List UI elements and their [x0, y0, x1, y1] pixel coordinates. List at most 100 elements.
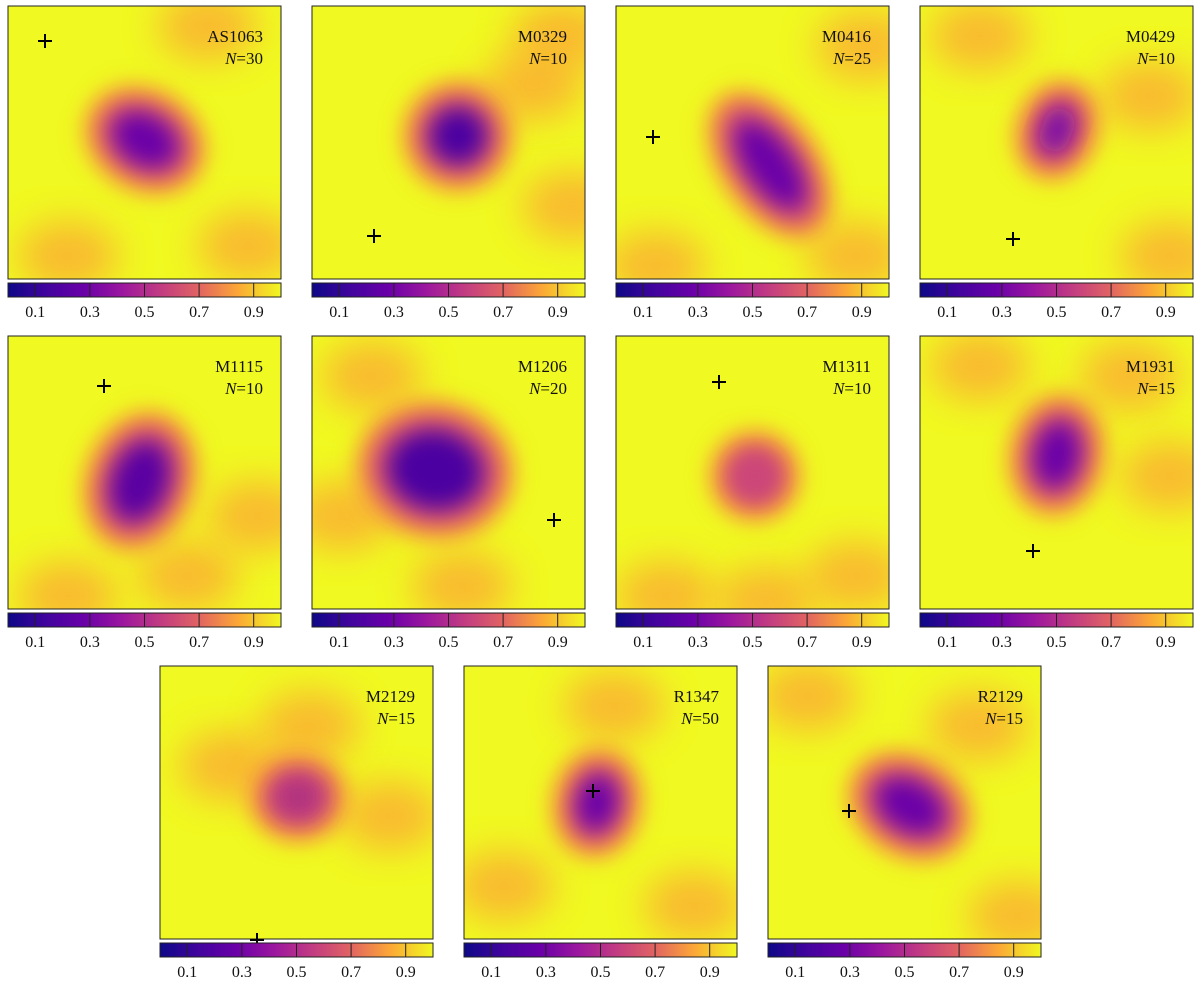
colorbar-tick-label: 0.9 — [1156, 634, 1176, 651]
colorbar-tick-label: 0.5 — [439, 304, 459, 321]
heatmap-patch — [340, 781, 433, 851]
colorbar-tick-label: 0.1 — [177, 964, 197, 981]
colorbar-tick-label: 0.9 — [700, 964, 720, 981]
panel-name: M0329 — [518, 27, 567, 46]
colorbar-tick-label: 0.3 — [536, 964, 556, 981]
colorbar-tick-label: 0.5 — [743, 634, 763, 651]
heatmap — [920, 6, 1193, 279]
colorbar-tick-label: 0.3 — [992, 634, 1012, 651]
colorbar-tick-label: 0.3 — [840, 964, 860, 981]
cross-marker — [97, 379, 111, 393]
heatmap-patch — [18, 561, 118, 609]
panel-n-label: N=50 — [680, 709, 719, 728]
heatmap-patch — [198, 211, 281, 279]
panel: M1115 N=10 0.1 0.3 0.5 0.7 0.9 — [7, 335, 282, 651]
cross-marker — [1006, 232, 1020, 246]
blob-core — [877, 778, 943, 834]
colorbar-tick-label: 0.1 — [329, 634, 349, 651]
colorbar-tick-label: 0.9 — [396, 964, 416, 981]
panel-n-label: N=30 — [224, 49, 263, 68]
colorbar-tick-label: 0.5 — [135, 634, 155, 651]
colorbar-tick-label: 0.1 — [785, 964, 805, 981]
panel-n-label: N=25 — [832, 49, 871, 68]
panel-n-label: N=10 — [224, 379, 263, 398]
colorbar-tick-label: 0.9 — [852, 634, 872, 651]
heatmap-patch — [716, 566, 816, 609]
heatmap-patch — [806, 541, 889, 609]
colorbar-tick-label: 0.9 — [1156, 304, 1176, 321]
colorbar-tick-label: 0.7 — [189, 634, 209, 651]
panel-name: M2129 — [366, 687, 415, 706]
panel-n-label: N=10 — [832, 379, 871, 398]
heatmap — [616, 336, 889, 609]
panel-name: R1347 — [674, 687, 720, 706]
cross-marker — [367, 229, 381, 243]
cross-marker — [586, 784, 600, 798]
panel-n-label: N=10 — [528, 49, 567, 68]
colorbar-tick-label: 0.7 — [797, 634, 817, 651]
heatmap-patch — [464, 851, 554, 921]
panel-name: AS1063 — [207, 27, 263, 46]
heatmap-patch — [930, 336, 1030, 401]
panel: R1347 N=50 0.1 0.3 0.5 0.7 0.9 — [463, 665, 738, 981]
heatmap-patch — [930, 6, 1030, 71]
heatmap-patch — [806, 221, 889, 279]
colorbar-tick-label: 0.1 — [329, 304, 349, 321]
panel-name: M0416 — [822, 27, 871, 46]
panel-n-label: N=20 — [528, 379, 567, 398]
colorbar-tick-label: 0.5 — [287, 964, 307, 981]
panel: AS1063 N=30 0.1 0.3 0.5 0.7 0.9 — [7, 5, 282, 321]
panel: M1206 N=20 0.1 0.3 0.5 0.7 0.9 — [311, 335, 586, 651]
heatmap-patch — [158, 6, 258, 61]
colorbar-tick-label: 0.9 — [1004, 964, 1024, 981]
panel-frame — [463, 665, 738, 940]
heatmap-patch — [644, 871, 737, 939]
panel-frame — [311, 335, 586, 610]
panel-name: R2129 — [978, 687, 1023, 706]
colorbar-tick-label: 0.7 — [493, 634, 513, 651]
colorbar-tick-label: 0.3 — [688, 304, 708, 321]
cross-marker — [712, 375, 726, 389]
panel-frame — [7, 5, 282, 280]
colorbar-tick-label: 0.7 — [1101, 304, 1121, 321]
heatmap-patch — [412, 551, 512, 609]
colorbar-tick-label: 0.3 — [384, 634, 404, 651]
colorbar-tick-label: 0.3 — [80, 304, 100, 321]
colorbar-tick-label: 0.5 — [591, 964, 611, 981]
panel-name: M1115 — [215, 357, 263, 376]
heatmap — [160, 666, 433, 939]
colorbar-tick-label: 0.5 — [1047, 304, 1067, 321]
panel-n-label: N=15 — [376, 709, 415, 728]
colorbar-tick-label: 0.7 — [797, 304, 817, 321]
colorbar-tick-label: 0.7 — [341, 964, 361, 981]
cross-marker — [646, 130, 660, 144]
colorbar-tick-label: 0.9 — [244, 304, 264, 321]
colorbar-tick-label: 0.5 — [439, 634, 459, 651]
heatmap-patch — [616, 231, 706, 279]
blob-core — [113, 113, 177, 167]
colorbar-tick-label: 0.5 — [895, 964, 915, 981]
heatmap-patch — [768, 666, 858, 731]
blob-core — [1039, 106, 1075, 154]
cross-marker — [1026, 544, 1040, 558]
panel-frame — [919, 335, 1194, 610]
panel: M0329 N=10 0.1 0.3 0.5 0.7 0.9 — [311, 5, 586, 321]
blob-core — [736, 122, 804, 208]
colorbar-tick-label: 0.7 — [645, 964, 665, 981]
heatmap-patch — [1100, 61, 1193, 131]
panel-frame — [615, 335, 890, 610]
heatmap-patch — [616, 561, 716, 609]
cross-marker — [38, 34, 52, 48]
blob-core — [275, 777, 321, 817]
heatmap — [8, 336, 281, 609]
colorbar-tick-label: 0.1 — [937, 634, 957, 651]
heatmap-patch — [928, 691, 1028, 761]
panel-n-label: N=10 — [1136, 49, 1175, 68]
heatmap-patch — [1120, 221, 1193, 279]
colorbar-tick-label: 0.7 — [1101, 634, 1121, 651]
colorbar-tick-label: 0.7 — [949, 964, 969, 981]
panel-frame — [7, 335, 282, 610]
colorbar-tick-label: 0.9 — [244, 634, 264, 651]
colorbar-tick-label: 0.3 — [384, 304, 404, 321]
